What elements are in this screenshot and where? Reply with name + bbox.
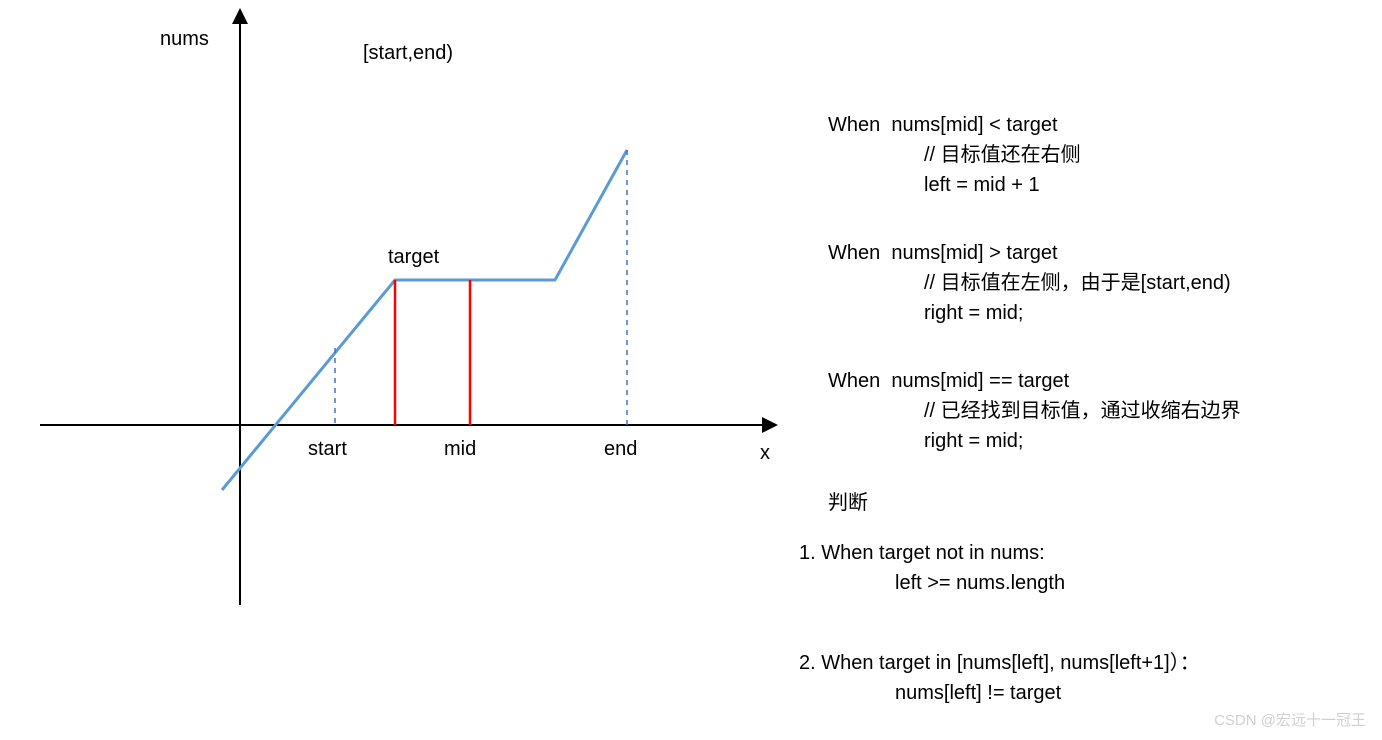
cond3-comment: // 已经找到目标值，通过收缩右边界 xyxy=(924,396,1241,427)
y-axis-arrow xyxy=(232,8,248,24)
judge1-title: 1. When target not in nums: xyxy=(799,538,1045,569)
cond1-action: left = mid + 1 xyxy=(924,170,1040,201)
cond1-when: When nums[mid] < target xyxy=(828,110,1058,141)
y-axis-label: nums xyxy=(160,28,209,51)
interval-label: [start,end) xyxy=(363,42,453,65)
x-axis-label: x xyxy=(760,442,770,465)
tick-mid: mid xyxy=(444,438,476,461)
cond2-comment: // 目标值在左侧，由于是[start,end) xyxy=(924,268,1231,299)
judge-label: 判断 xyxy=(828,488,868,519)
cond1-comment: // 目标值还在右侧 xyxy=(924,140,1081,171)
target-label: target xyxy=(388,246,439,269)
judge2-body: nums[left] != target xyxy=(895,678,1061,709)
diagram-svg xyxy=(0,0,1382,740)
judge2-title: 2. When target in [nums[left], nums[left… xyxy=(799,648,1200,679)
function-line xyxy=(222,150,627,490)
watermark: CSDN @宏远十一冠王 xyxy=(1214,709,1366,730)
tick-start: start xyxy=(308,438,347,461)
cond3-when: When nums[mid] == target xyxy=(828,366,1069,397)
tick-end: end xyxy=(604,438,637,461)
x-axis-arrow xyxy=(762,417,778,433)
cond3-action: right = mid; xyxy=(924,426,1023,457)
cond2-action: right = mid; xyxy=(924,298,1023,329)
cond2-when: When nums[mid] > target xyxy=(828,238,1058,269)
judge1-body: left >= nums.length xyxy=(895,568,1065,599)
